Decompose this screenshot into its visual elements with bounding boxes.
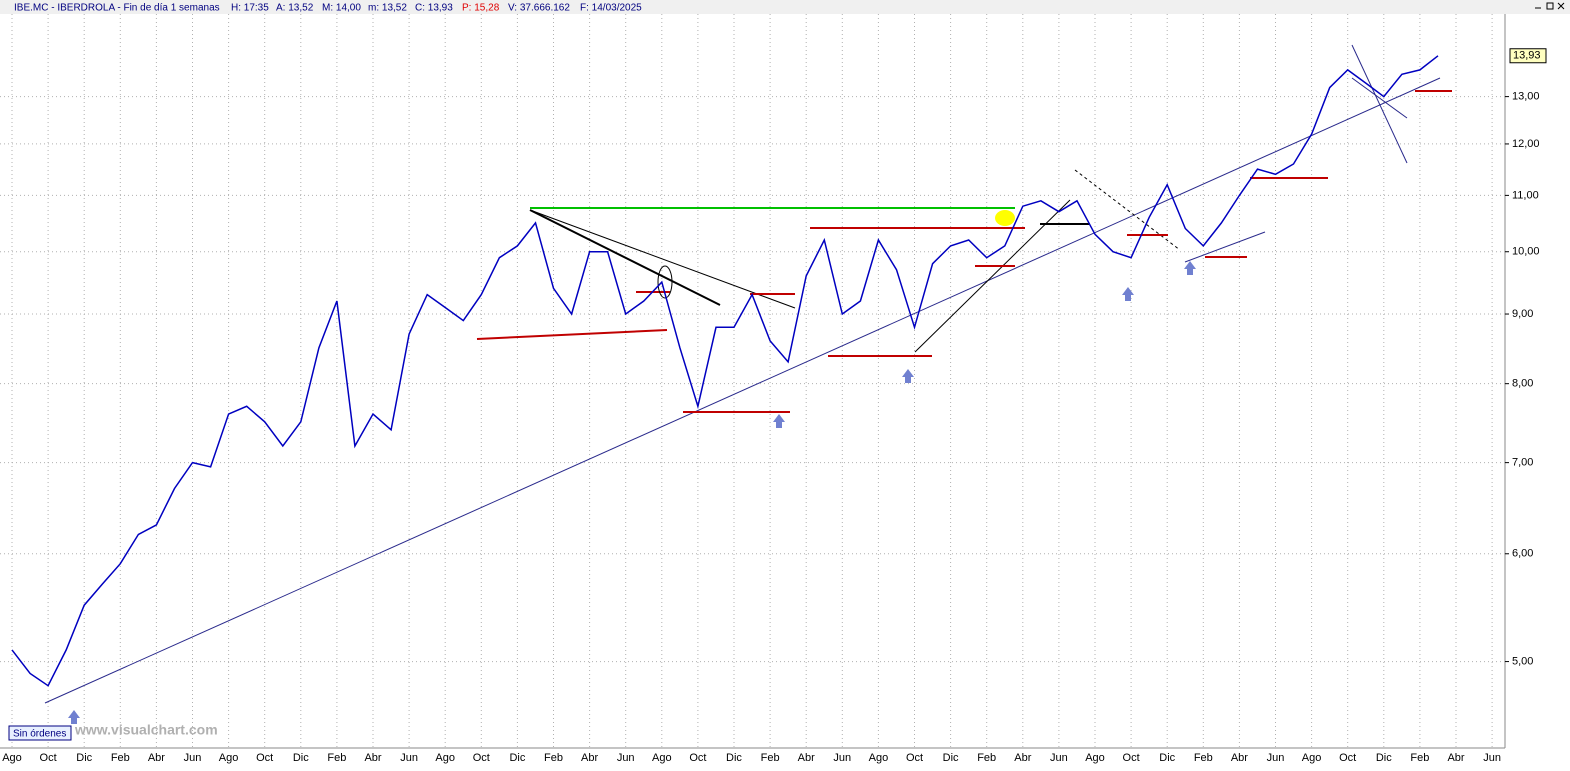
trendline [1351, 44, 1408, 164]
status-box [8, 725, 72, 741]
trendline [1351, 77, 1408, 119]
x-tick-label: Oct [689, 752, 706, 764]
price-line [11, 55, 1439, 687]
x-tick-label: Ago [869, 752, 889, 764]
x-tick-label: Oct [40, 752, 57, 764]
x-tick-label: Oct [906, 752, 923, 764]
y-tick-label: 7,00 [1512, 457, 1533, 469]
x-tick-label: Abr [798, 752, 815, 764]
x-tick-label: Feb [1410, 752, 1429, 764]
x-tick-label: Oct [256, 752, 273, 764]
x-tick-label: Abr [1014, 752, 1031, 764]
x-tick-label: Ago [435, 752, 455, 764]
support-lines [476, 90, 1452, 413]
status: Sin órdenes [13, 729, 66, 740]
x-tick-label: Dic [509, 752, 525, 764]
high: M: 14,00 [322, 3, 361, 14]
x-tick-label: Jun [617, 752, 635, 764]
volume: V: 37.666.162 [508, 3, 570, 14]
x-tick-label: Ago [219, 752, 239, 764]
x-tick-label: Abr [1447, 752, 1464, 764]
watermark: www.visualchart.com [74, 722, 218, 738]
close: C: 13,93 [415, 3, 453, 14]
x-tick-label: Feb [111, 752, 130, 764]
x-tick-label: Jun [400, 752, 418, 764]
x-tick-label: Jun [184, 752, 202, 764]
x-tick-label: Dic [1376, 752, 1392, 764]
prev: P: 15,28 [462, 3, 500, 14]
x-tick-label: Abr [1231, 752, 1248, 764]
header: IBE.MC - IBERDROLA - Fin de día 1 semana… [14, 3, 642, 14]
trendline [1184, 231, 1266, 263]
drawings [44, 44, 1452, 724]
y-tick-label: 5,00 [1512, 655, 1533, 667]
x-tick-label: Dic [293, 752, 309, 764]
y-tick-label: 9,00 [1512, 308, 1533, 320]
x-tick-label: Ago [1085, 752, 1105, 764]
x-tick-label: Dic [943, 752, 959, 764]
x-tick-label: Feb [544, 752, 563, 764]
window-buttons [1535, 2, 1565, 10]
arrows [68, 261, 1196, 724]
x-tick-label: Oct [473, 752, 490, 764]
x-tick-label: Oct [1339, 752, 1356, 764]
hour: H: 17:35 [231, 3, 269, 14]
maximize[interactable] [1546, 2, 1554, 10]
x-tick-label: Ago [2, 752, 22, 764]
circle-mark [657, 265, 673, 299]
last-price-box [1509, 48, 1547, 64]
trendline [1074, 169, 1181, 251]
x-tick-label: Oct [1123, 752, 1140, 764]
y-tick-label: 8,00 [1512, 378, 1533, 390]
x-tick-label: Feb [761, 752, 780, 764]
x-tick-label: Jun [1267, 752, 1285, 764]
y-tick-label: 6,00 [1512, 548, 1533, 560]
x-tick-label: Feb [1194, 752, 1213, 764]
x-tick-label: Jun [1483, 752, 1501, 764]
last-price-label: 13,93 [1513, 50, 1541, 62]
x-tick-label: Jun [833, 752, 851, 764]
trendline [44, 77, 1441, 704]
x-tick-label: Jun [1050, 752, 1068, 764]
x-tick-label: Dic [76, 752, 92, 764]
trendline [529, 209, 796, 309]
trendline [914, 199, 1071, 353]
y-tick-label: 13,00 [1512, 91, 1540, 103]
date: F: 14/03/2025 [580, 3, 642, 14]
y-tick-label: 11,00 [1512, 189, 1539, 201]
close-button[interactable] [1557, 2, 1565, 10]
y-tick-label: 12,00 [1512, 138, 1540, 150]
symbol: IBE.MC - IBERDROLA - Fin de día 1 semana… [14, 3, 220, 14]
x-tick-label: Abr [364, 752, 381, 764]
open: A: 13,52 [276, 3, 314, 14]
low: m: 13,52 [368, 3, 407, 14]
x-tick-label: Abr [148, 752, 165, 764]
x-tick-label: Abr [581, 752, 598, 764]
grid [0, 14, 1505, 748]
x-tick-label: Dic [726, 752, 742, 764]
x-tick-label: Dic [1159, 752, 1175, 764]
trendline [529, 209, 721, 306]
x-tick-label: Feb [977, 752, 996, 764]
y-tick-label: 10,00 [1512, 246, 1540, 258]
x-tick-label: Ago [1302, 752, 1322, 764]
header-bar [0, 0, 1570, 14]
highlight [995, 210, 1015, 226]
x-tick-label: Ago [652, 752, 672, 764]
x-tick-label: Feb [327, 752, 346, 764]
